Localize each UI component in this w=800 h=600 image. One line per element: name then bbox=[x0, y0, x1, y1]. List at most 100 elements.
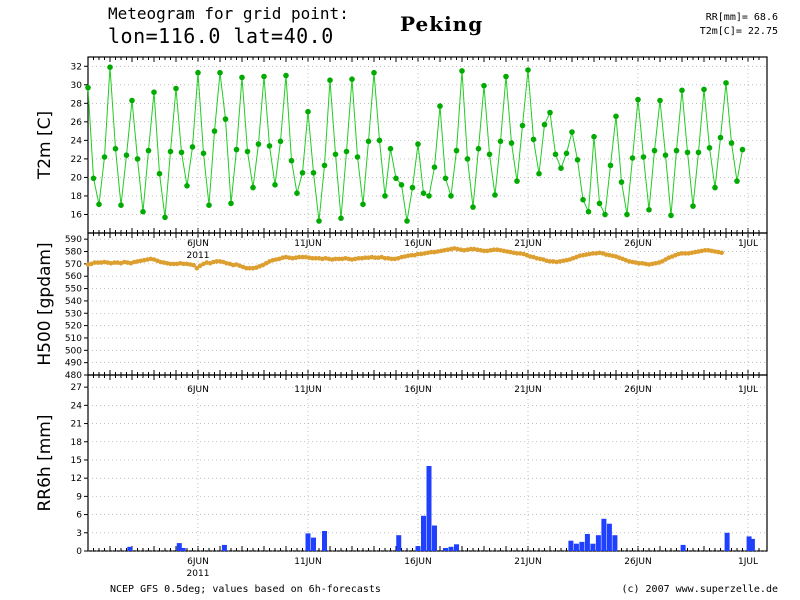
rr-bar bbox=[221, 544, 227, 551]
h500-point bbox=[468, 246, 474, 252]
t2m-point bbox=[354, 154, 361, 160]
h500-point bbox=[333, 256, 338, 262]
t2m-point bbox=[409, 184, 416, 191]
date-tick-label: 6JUN bbox=[187, 239, 209, 249]
y-axis-label: RR6h [mm] bbox=[35, 414, 55, 511]
y-axis-label: T2m [C] bbox=[35, 111, 55, 180]
h500-point bbox=[636, 261, 642, 266]
h500-point bbox=[92, 260, 97, 265]
t2m-point bbox=[734, 178, 740, 184]
t2m-point bbox=[96, 201, 102, 208]
date-tick-label: 6JUN bbox=[187, 557, 209, 567]
t2m-point bbox=[442, 175, 449, 182]
h500-point bbox=[310, 255, 315, 261]
t2m-point bbox=[118, 202, 124, 208]
t2m-point bbox=[233, 146, 240, 153]
t2m-point bbox=[184, 183, 190, 189]
rr-bar bbox=[421, 515, 426, 551]
t2m-point bbox=[547, 109, 553, 116]
rr-bar bbox=[322, 531, 327, 551]
h500-point bbox=[702, 248, 708, 253]
rr-bar bbox=[590, 543, 596, 551]
t2m-point bbox=[662, 152, 669, 158]
h500-point bbox=[181, 261, 186, 267]
footer-copyright: (c) 2007 www.superzelle.de bbox=[621, 584, 778, 595]
rr-bar bbox=[601, 518, 607, 551]
t2m-point bbox=[217, 69, 223, 76]
rr-bar bbox=[305, 533, 311, 551]
y-tick-label: 15 bbox=[71, 456, 82, 466]
y-tick-label: 9 bbox=[76, 492, 82, 502]
h500-point bbox=[409, 252, 414, 258]
y-tick-label: 520 bbox=[65, 322, 82, 332]
t2m-point bbox=[228, 200, 234, 207]
rr-bar bbox=[432, 525, 437, 551]
rr-bar bbox=[311, 537, 316, 551]
h500-point bbox=[296, 254, 302, 260]
rr-bar bbox=[724, 532, 730, 551]
year-label: 2011 bbox=[187, 569, 210, 579]
t2m-point bbox=[261, 73, 267, 80]
h500-point bbox=[191, 262, 196, 268]
h500-point bbox=[300, 254, 305, 260]
y-tick-label: 550 bbox=[65, 285, 82, 295]
t2m-point bbox=[145, 147, 152, 154]
t2m-point bbox=[222, 116, 229, 122]
t2m-point bbox=[481, 82, 487, 89]
t2m-point bbox=[514, 178, 520, 184]
t2m-point bbox=[90, 175, 97, 182]
rr-bar bbox=[180, 548, 186, 551]
t2m-point bbox=[448, 193, 454, 199]
y-tick-label: 560 bbox=[65, 272, 82, 282]
t2m-point bbox=[475, 145, 482, 152]
y-tick-label: 28 bbox=[71, 99, 83, 109]
header-coordinates: lon=116.0 lat=40.0 bbox=[108, 24, 334, 48]
h500-point bbox=[95, 260, 101, 265]
y-tick-label: 530 bbox=[65, 309, 82, 319]
t2m-point bbox=[393, 175, 399, 182]
t2m-point bbox=[596, 200, 603, 207]
t2m-point bbox=[206, 202, 212, 208]
rr-bar bbox=[443, 548, 448, 551]
t2m-point bbox=[503, 73, 509, 80]
t2m-point bbox=[167, 148, 174, 155]
h500-point bbox=[336, 256, 342, 262]
t2m-point bbox=[673, 147, 680, 154]
t2m-point bbox=[173, 85, 179, 92]
t2m-mean: T2m[C]= 22.75 bbox=[699, 26, 778, 37]
rr-bar bbox=[595, 535, 601, 551]
rr-total: RR[mm]= 68.6 bbox=[705, 12, 778, 23]
t2m-point bbox=[415, 141, 421, 147]
rr-bar bbox=[680, 544, 686, 551]
t2m-series-line bbox=[87, 67, 743, 222]
t2m-point bbox=[613, 113, 619, 120]
rr-bar bbox=[568, 540, 574, 551]
date-tick-label: 26JUN bbox=[624, 239, 651, 249]
t2m-point bbox=[162, 214, 168, 221]
t2m-point bbox=[277, 138, 284, 145]
date-tick-label: 6JUN bbox=[187, 385, 209, 395]
t2m-point bbox=[684, 149, 691, 156]
h500-point bbox=[171, 261, 177, 267]
y-tick-label: 16 bbox=[71, 210, 83, 220]
t2m-point bbox=[668, 212, 674, 219]
t2m-point bbox=[437, 103, 443, 109]
t2m-point bbox=[574, 157, 581, 163]
rr-bar bbox=[454, 544, 459, 551]
rr-bar bbox=[448, 546, 454, 551]
y-tick-label: 12 bbox=[71, 474, 82, 484]
t2m-point bbox=[459, 68, 465, 74]
t2m-point bbox=[591, 133, 597, 140]
t2m-point bbox=[178, 149, 185, 156]
date-tick-label: 16JUN bbox=[404, 239, 431, 249]
t2m-point bbox=[728, 140, 735, 146]
t2m-point bbox=[195, 69, 201, 76]
t2m-point bbox=[387, 145, 394, 152]
t2m-point bbox=[580, 196, 586, 203]
t2m-point bbox=[101, 154, 108, 160]
h500-point bbox=[244, 265, 249, 271]
date-tick-label: 1JUL bbox=[738, 557, 758, 567]
h500-point bbox=[415, 251, 421, 257]
rr-bar bbox=[176, 543, 182, 551]
header-title: Meteogram for grid point: bbox=[108, 4, 349, 23]
